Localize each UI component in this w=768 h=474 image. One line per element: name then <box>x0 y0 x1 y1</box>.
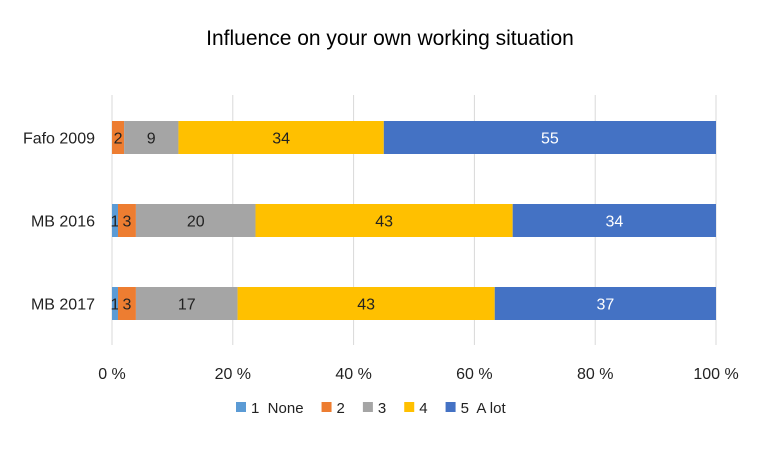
bar-segment <box>178 121 384 154</box>
data-label: 3 <box>122 214 131 231</box>
legend-label: 4 <box>419 400 427 417</box>
y-category-label: Fafo 2009 <box>23 131 95 148</box>
legend-swatch <box>445 402 456 412</box>
legend-label: 5 A lot <box>461 400 507 417</box>
y-category-label: MB 2017 <box>31 297 95 314</box>
bar-segment <box>135 287 238 320</box>
bar-segment <box>237 287 495 320</box>
legend-swatch <box>321 402 332 412</box>
legend-label: 3 <box>378 400 386 417</box>
legend-label: 1 None <box>251 400 304 417</box>
bar-segment <box>112 204 118 237</box>
bar-segment <box>383 121 716 154</box>
data-label: 3 <box>122 297 131 314</box>
data-label: 43 <box>375 214 393 231</box>
bar-segment <box>255 204 513 237</box>
data-label: 55 <box>541 131 559 148</box>
x-tick-label: 40 % <box>335 366 371 383</box>
bar-segment <box>112 287 118 320</box>
x-tick-label: 0 % <box>98 366 126 383</box>
data-label: 1 <box>111 214 120 231</box>
legend-swatch <box>404 402 415 412</box>
x-tick-label: 100 % <box>693 366 738 383</box>
data-label: 34 <box>605 214 623 231</box>
data-label: 1 <box>111 297 120 314</box>
data-label: 43 <box>357 297 375 314</box>
data-label: 34 <box>272 131 290 148</box>
x-tick-label: 20 % <box>215 366 251 383</box>
chart-title: Influence on your own working situation <box>206 27 574 50</box>
legend-label: 2 <box>337 400 345 417</box>
data-label: 9 <box>147 131 156 148</box>
data-label: 37 <box>596 297 614 314</box>
data-label: 20 <box>187 214 205 231</box>
legend-swatch <box>362 402 373 412</box>
data-label: 2 <box>114 131 123 148</box>
legend-swatch <box>236 402 246 412</box>
bar-segment <box>124 121 179 154</box>
data-label: 17 <box>178 297 196 314</box>
x-tick-label: 60 % <box>456 366 492 383</box>
bar-segment <box>494 287 716 320</box>
y-category-label: MB 2016 <box>31 214 95 231</box>
bar-segment <box>117 204 136 237</box>
bar-segment <box>112 121 125 154</box>
bar-segment <box>512 204 716 237</box>
bar-segment <box>135 204 256 237</box>
bar-segment <box>117 287 136 320</box>
x-tick-label: 80 % <box>577 366 613 383</box>
